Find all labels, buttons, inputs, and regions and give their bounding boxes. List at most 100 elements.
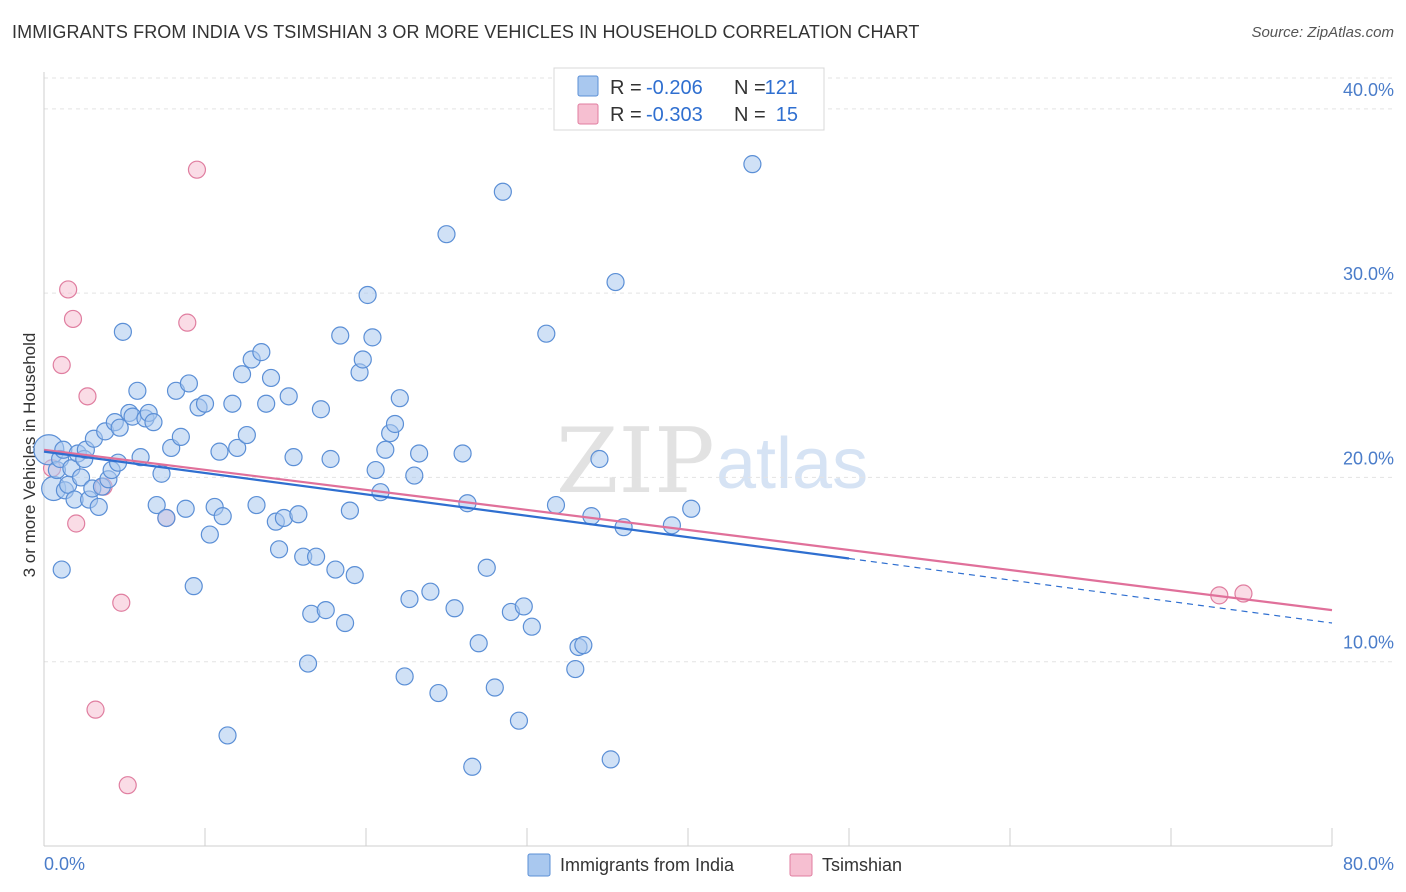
india-point: [147, 495, 166, 515]
india-point: [218, 726, 237, 745]
india-point: [574, 636, 593, 655]
tsimshian-point: [112, 593, 131, 612]
stats-r-value-india: -0.206: [646, 77, 703, 99]
india-point: [363, 328, 382, 347]
india-point: [522, 617, 541, 636]
india-point: [252, 343, 271, 362]
india-point: [298, 654, 318, 673]
india-point: [321, 449, 340, 469]
x-tick-label-max: 80.0%: [1343, 854, 1394, 874]
y-axis-title: 3 or more Vehicles in Household: [20, 333, 39, 578]
x-tick-label-min: 0.0%: [44, 854, 85, 874]
india-point: [171, 427, 190, 446]
stats-n-value-india: 121: [765, 77, 798, 99]
india-point: [210, 442, 229, 461]
india-point: [247, 495, 266, 515]
india-point: [213, 507, 232, 526]
india-point: [331, 326, 350, 345]
y-tick-label: 30.0%: [1343, 264, 1394, 284]
india-point: [261, 368, 281, 388]
india-point: [400, 589, 419, 609]
india-point: [52, 560, 71, 579]
stats-r-label-india: R =: [610, 77, 642, 99]
india-point: [144, 413, 163, 432]
x-ticks: [43, 828, 1333, 846]
india-point: [601, 750, 620, 769]
legend: Immigrants from India Tsimshian: [527, 853, 902, 877]
india-point: [405, 466, 424, 485]
india-point: [546, 495, 566, 515]
tsimshian-point: [187, 160, 207, 179]
india-point: [437, 225, 456, 244]
tsimshian-point: [178, 313, 197, 332]
tsimshian-point: [63, 309, 83, 329]
watermark-zip: ZIP: [556, 409, 715, 514]
india-point: [537, 324, 556, 343]
india-point: [335, 613, 355, 633]
tsimshian-point: [86, 700, 105, 719]
india-point: [279, 387, 298, 406]
india-point: [284, 448, 303, 467]
stats-r-label-tsimshian: R =: [610, 104, 642, 126]
india-point: [376, 440, 395, 459]
stats-box-frame: [553, 67, 825, 131]
india-point: [228, 438, 247, 458]
india-point: [311, 400, 331, 419]
india-point: [463, 757, 482, 776]
india-point: [477, 558, 496, 577]
y-tick-label: 40.0%: [1343, 80, 1394, 100]
tsimshian-point: [52, 355, 71, 375]
trend-lines: [43, 448, 1333, 624]
india-point: [113, 322, 132, 341]
india-point: [110, 418, 129, 437]
india-point: [179, 374, 198, 393]
tsimshian-point: [59, 280, 78, 299]
india-point: [662, 516, 682, 535]
india-point: [232, 365, 252, 384]
india-point: [469, 634, 488, 653]
india-point: [200, 525, 219, 544]
india-point: [590, 449, 609, 469]
y-tick-label: 20.0%: [1343, 448, 1394, 468]
tsimshian-point: [67, 514, 86, 533]
chart-title: IMMIGRANTS FROM INDIA VS TSIMSHIAN 3 OR …: [12, 22, 920, 42]
india-point: [157, 508, 176, 528]
india-point: [421, 582, 440, 601]
series-india-points: [33, 155, 762, 776]
chart-source: Source: ZipAtlas.com: [1251, 24, 1394, 41]
india-point: [128, 381, 147, 400]
india-point: [184, 577, 203, 596]
india-point: [385, 414, 405, 434]
india-point: [410, 444, 429, 463]
india-point: [358, 285, 377, 305]
stats-n-label-india: N =: [734, 77, 766, 99]
india-trend-extension: [848, 557, 1333, 624]
india-point: [509, 711, 529, 730]
stats-swatch-india: [577, 75, 599, 97]
tsimshian-trend-line: [43, 448, 1333, 612]
india-point: [353, 350, 372, 369]
stats-swatch-tsimshian: [577, 103, 599, 125]
india-point: [326, 560, 345, 579]
legend-label-tsimshian: Tsimshian: [822, 855, 902, 875]
india-point: [445, 599, 464, 618]
india-point: [345, 565, 364, 585]
india-point: [237, 425, 256, 445]
india-point: [257, 394, 276, 413]
india-point: [743, 155, 762, 174]
india-point: [493, 182, 512, 201]
india-point: [316, 601, 335, 620]
india-point: [395, 667, 414, 686]
stats-n-label-tsimshian: N =: [734, 104, 766, 126]
stats-r-value-tsimshian: -0.303: [646, 104, 703, 126]
tsimshian-point: [118, 776, 137, 795]
india-point: [195, 394, 215, 413]
india-point: [485, 678, 504, 697]
india-point: [453, 444, 472, 463]
india-point: [514, 597, 533, 616]
india-point: [269, 540, 289, 559]
india-point: [289, 505, 308, 524]
stats-n-value-tsimshian: 15: [776, 104, 798, 126]
india-point: [429, 683, 448, 703]
